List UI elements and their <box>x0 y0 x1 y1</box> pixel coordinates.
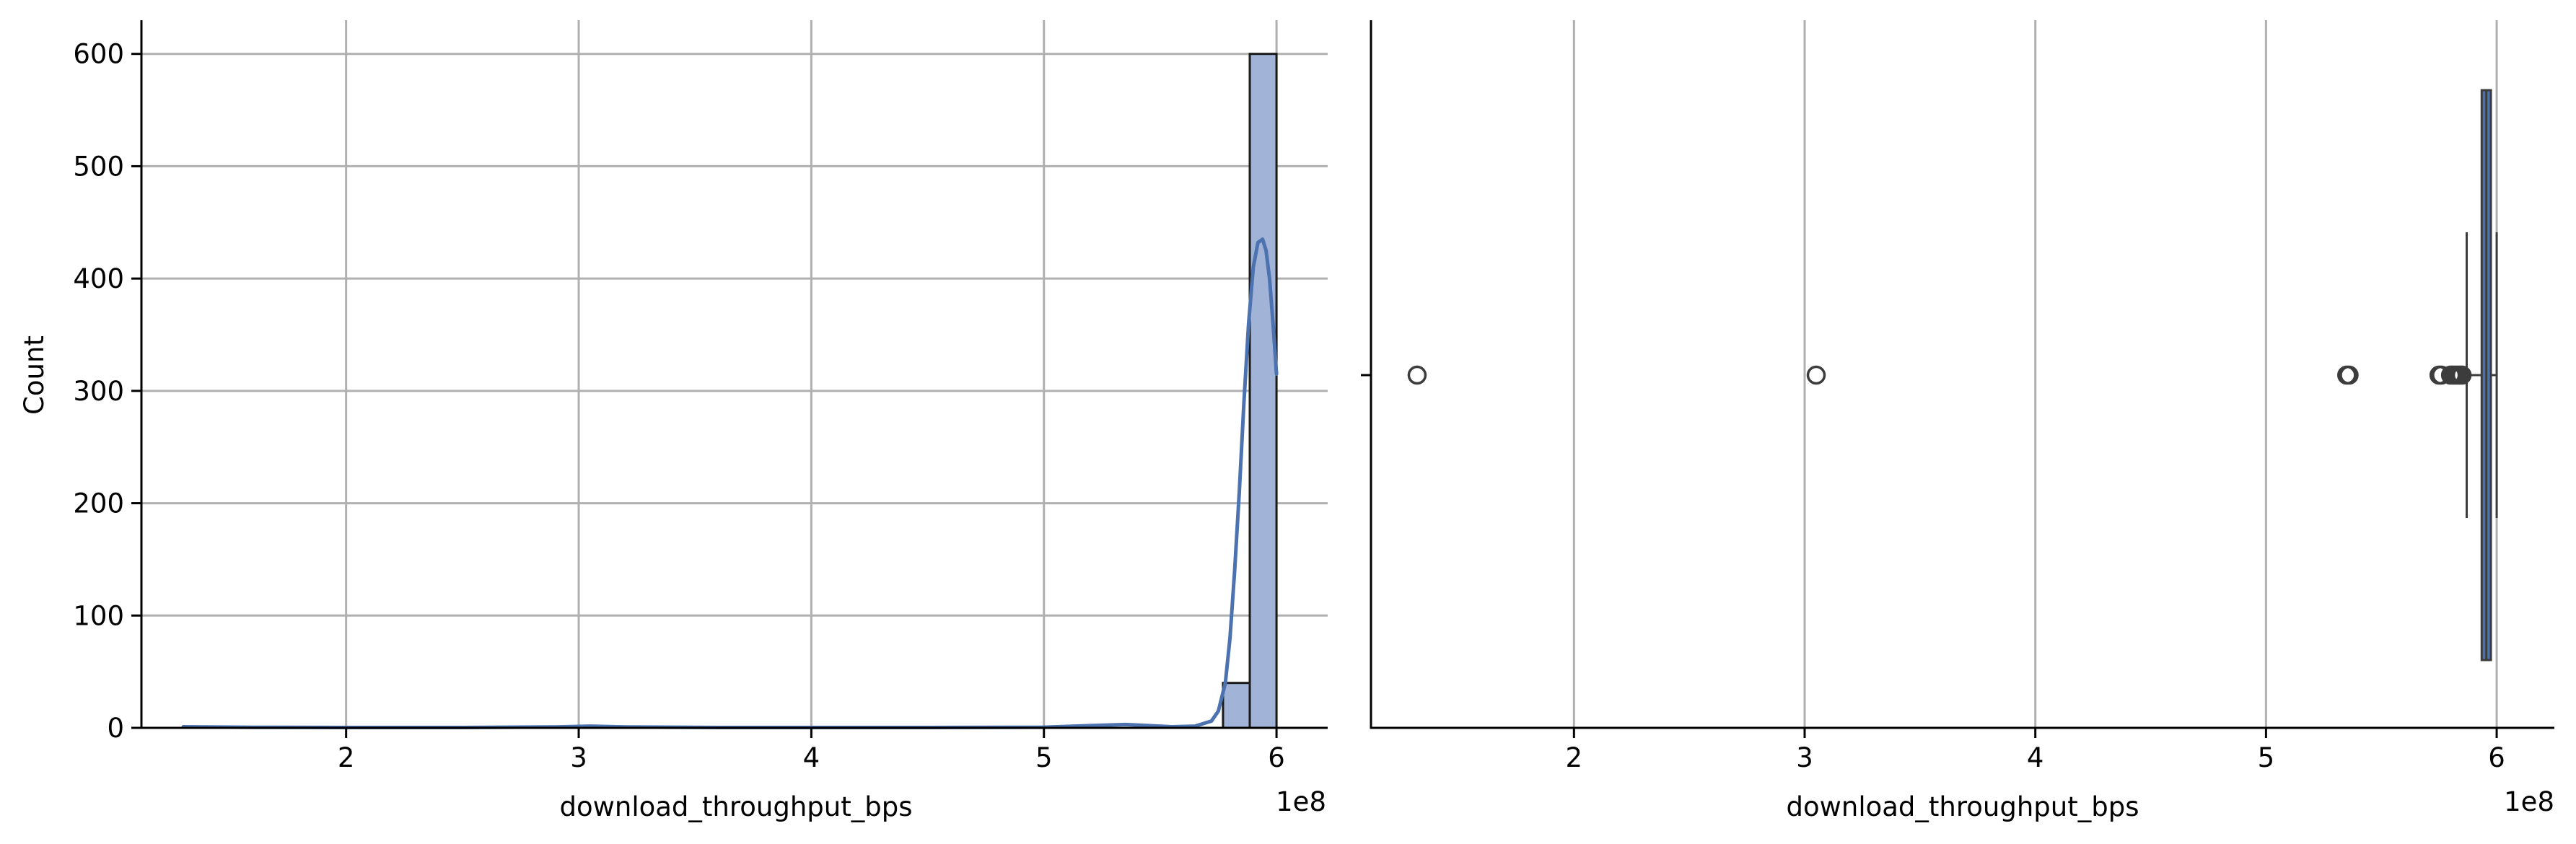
boxplot-x-tick-label: 3 <box>1796 742 1813 773</box>
histogram-x-tick-label: 2 <box>338 742 355 773</box>
histogram-bar <box>1222 682 1251 729</box>
boxplot-outlier-point <box>1806 365 1826 385</box>
boxplot-outlier-point <box>2452 365 2472 385</box>
boxplot-x-tick-label: 6 <box>2488 742 2505 773</box>
boxplot-x-scale-label: 1e8 <box>2504 786 2554 817</box>
histogram-grid <box>141 20 1328 729</box>
histogram-y-tick-label: 100 <box>73 600 124 631</box>
histogram-y-tick-label: 200 <box>73 488 124 519</box>
histogram-y-ticks: 0 100 200 300 400 500 600 <box>73 39 141 744</box>
histogram-y-tick-label: 0 <box>107 713 124 744</box>
boxplot-axes <box>1361 20 2554 729</box>
histogram-x-tick-label: 4 <box>803 742 820 773</box>
histogram-bars <box>1222 53 1278 729</box>
histogram-x-tick-label: 5 <box>1035 742 1053 773</box>
histogram-x-axis-label: download_throughput_bps <box>560 791 913 822</box>
histogram-x-ticks: 2 3 4 5 6 <box>338 728 1285 773</box>
histogram-y-tick-label: 300 <box>73 376 124 407</box>
histogram-x-scale-label: 1e8 <box>1276 786 1326 817</box>
histogram-panel: 2 3 4 5 6 0 100 200 300 400 500 600 download_throu… <box>19 20 1328 822</box>
histogram-y-tick-label: 500 <box>73 151 124 182</box>
boxplot-outliers <box>1407 365 2472 385</box>
boxplot-outlier-point <box>2339 365 2359 385</box>
boxplot-outlier-point <box>1407 365 1427 385</box>
histogram-axes <box>140 20 1328 729</box>
boxplot-x-tick-label: 5 <box>2258 742 2275 773</box>
boxplot-x-tick-label: 4 <box>2027 742 2044 773</box>
histogram-y-tick-label: 600 <box>73 39 124 70</box>
kde-curve <box>181 237 1279 730</box>
boxplot-x-axis-label: download_throughput_bps <box>1787 791 2139 822</box>
histogram-y-axis-label: Count <box>19 335 50 415</box>
boxplot-x-ticks: 2 3 4 5 6 <box>1566 728 2505 773</box>
histogram-x-tick-label: 6 <box>1268 742 1285 773</box>
histogram-y-tick-label: 400 <box>73 263 124 294</box>
boxplot-panel: 2 3 4 5 6 download_throughput_bps 1e8 <box>1361 20 2554 822</box>
histogram-x-tick-label: 3 <box>570 742 587 773</box>
boxplot-box <box>2466 89 2498 661</box>
boxplot-x-tick-label: 2 <box>1566 742 1583 773</box>
histogram-bar <box>1248 53 1278 729</box>
